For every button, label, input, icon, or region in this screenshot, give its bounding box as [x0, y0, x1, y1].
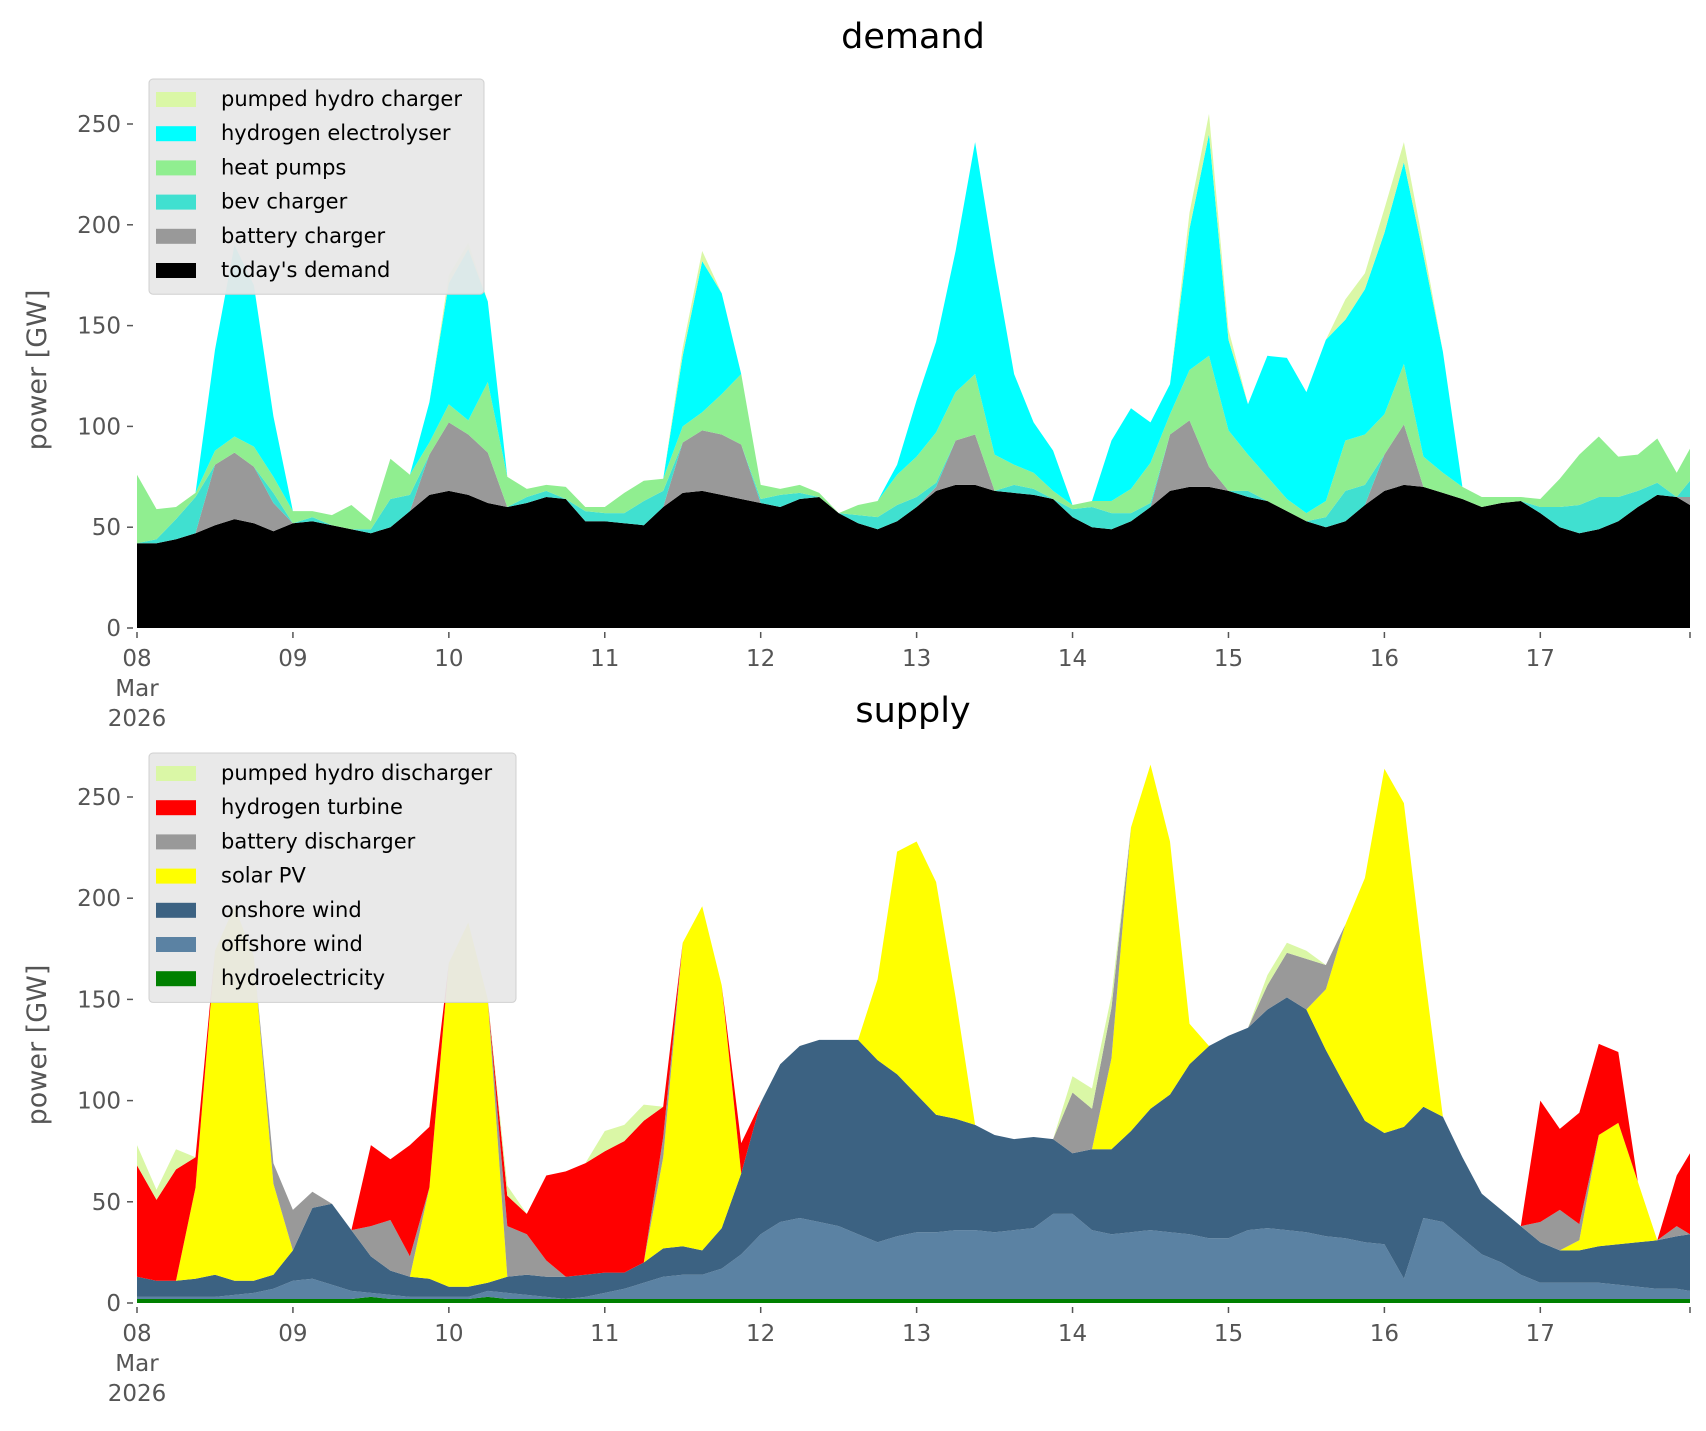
supply-area-hydroelectricity: [137, 1296, 1690, 1303]
supply-axes: 0 50 100 150 200 250 08 Mar 2026 09 10 11 12 13 14 15 16…: [77, 785, 1691, 1407]
supply-legend-label-hydroelectricity: hydroelectricity: [221, 966, 385, 990]
demand-legend-swatch-pumped-hydro-charger: [156, 92, 196, 107]
supply-area-battery-discharger: [137, 764, 1690, 1281]
demand-legend-swatch-today-s-demand: [156, 263, 196, 278]
demand-area-today-s-demand: [137, 484, 1690, 628]
supply-legend-swatch-onshore-wind: [156, 902, 196, 918]
demand-y-tick-label: 250: [77, 112, 121, 138]
demand-legend-swatch-heat-pumps: [156, 160, 196, 176]
supply-legend-swatch-battery-discharger: [156, 834, 196, 850]
supply-y-tick-label: 150: [77, 987, 121, 1013]
supply-legend-box: [148, 752, 517, 1003]
supply-legend-label-solar-pv: solar PV: [221, 864, 306, 888]
supply-legend-label-offshore-wind: offshore wind: [221, 932, 363, 956]
demand-axes: 0 50 100 150 200 250 08 Mar 2026 09 10 11 12 13 14 15 16…: [77, 112, 1691, 732]
demand-legend-box: [148, 78, 485, 295]
demand-legend-label-hydrogen-electrolyser: hydrogen electrolyser: [221, 121, 451, 145]
supply-x-tick-label: 08 Mar 2026: [108, 1321, 167, 1407]
demand-legend-swatch-hydrogen-electrolyser: [156, 126, 196, 142]
supply-area-solar-pv: [137, 764, 1690, 1287]
demand-panel: demand 0 50 100 150 200 250 08 Mar 2026 09 10 11 12 1…: [22, 17, 1691, 732]
demand-legend-label-pumped-hydro-charger: pumped hydro charger: [221, 87, 462, 111]
supply-legend-label-onshore-wind: onshore wind: [221, 898, 362, 922]
supply-y-tick-label: 50: [92, 1190, 121, 1216]
supply-y-tick-label: 0: [106, 1291, 121, 1317]
demand-x-tick-label: 14: [1058, 646, 1087, 672]
supply-legend-label-hydrogen-turbine: hydrogen turbine: [221, 795, 403, 819]
supply-x-tick-label: 16: [1370, 1321, 1399, 1347]
supply-x-tick-label: 15: [1214, 1321, 1243, 1347]
demand-x-tick-label: 13: [902, 646, 931, 672]
demand-y-tick-label: 200: [77, 213, 121, 239]
demand-legend: pumped hydro charger hydrogen electrolyse…: [148, 78, 485, 295]
supply-legend-swatch-pumped-hydro-discharger: [156, 766, 196, 781]
demand-x-tick-label: 15: [1214, 646, 1243, 672]
supply-areas: [137, 764, 1690, 1303]
demand-legend-label-heat-pumps: heat pumps: [221, 155, 346, 179]
demand-areas: [137, 113, 1690, 628]
demand-y-tick-label: 50: [92, 515, 121, 541]
demand-x-tick-label: 08 Mar 2026: [108, 646, 167, 732]
demand-x-tick-label: 11: [590, 646, 619, 672]
supply-panel: supply 0 50 100 150 200 250 08 Mar 2026 09 10 11 12 1…: [22, 691, 1691, 1407]
supply-x-tick-label: 12: [746, 1321, 775, 1347]
supply-legend-swatch-hydroelectricity: [156, 971, 196, 987]
supply-x-tick-label: 10: [434, 1321, 463, 1347]
demand-title: demand: [841, 17, 985, 57]
supply-x-tick-label: 11: [590, 1321, 619, 1347]
demand-x-tick-label: 17: [1526, 646, 1555, 672]
demand-y-tick-label: 150: [77, 314, 121, 340]
demand-legend-label-battery-charger: battery charger: [221, 224, 386, 248]
supply-title: supply: [855, 691, 970, 731]
demand-x-tick-label: 10: [434, 646, 463, 672]
demand-y-tick-label: 0: [106, 616, 121, 642]
demand-legend-swatch-battery-charger: [156, 228, 196, 244]
demand-legend-swatch-bev-charger: [156, 194, 196, 210]
demand-x-tick-label: 09: [278, 646, 307, 672]
supply-area-onshore-wind: [137, 997, 1690, 1299]
demand-area-heat-pumps: [137, 355, 1690, 544]
supply-y-tick-label: 200: [77, 886, 121, 912]
supply-y-tick-label: 250: [77, 785, 121, 811]
supply-legend-swatch-solar-pv: [156, 868, 196, 884]
supply-y-tick-label: 100: [77, 1089, 121, 1115]
supply-x-tick-label: 17: [1526, 1321, 1555, 1347]
supply-y-axis-label: power [GW]: [22, 965, 53, 1126]
supply-legend-swatch-hydrogen-turbine: [156, 800, 196, 816]
demand-legend-label-today-s-demand: today's demand: [221, 258, 390, 282]
supply-legend-label-battery-discharger: battery discharger: [221, 829, 416, 853]
demand-x-tick-label: 16: [1370, 646, 1399, 672]
supply-x-tick-label: 14: [1058, 1321, 1087, 1347]
supply-legend-swatch-offshore-wind: [156, 937, 196, 952]
demand-area-hydrogen-electrolyser: [137, 134, 1690, 522]
demand-y-axis-label: power [GW]: [22, 290, 53, 451]
supply-legend-label-pumped-hydro-discharger: pumped hydro discharger: [221, 761, 492, 785]
demand-x-tick-label: 12: [746, 646, 775, 672]
supply-x-tick-label: 09: [278, 1321, 307, 1347]
supply-x-tick-label: 13: [902, 1321, 931, 1347]
demand-y-tick-label: 100: [77, 414, 121, 440]
demand-legend-label-bev-charger: bev charger: [221, 190, 348, 214]
supply-area-offshore-wind: [137, 1213, 1690, 1299]
demand-area-battery-charger: [137, 420, 1690, 544]
supply-legend: pumped hydro discharger hydrogen turbine b…: [148, 752, 517, 1003]
